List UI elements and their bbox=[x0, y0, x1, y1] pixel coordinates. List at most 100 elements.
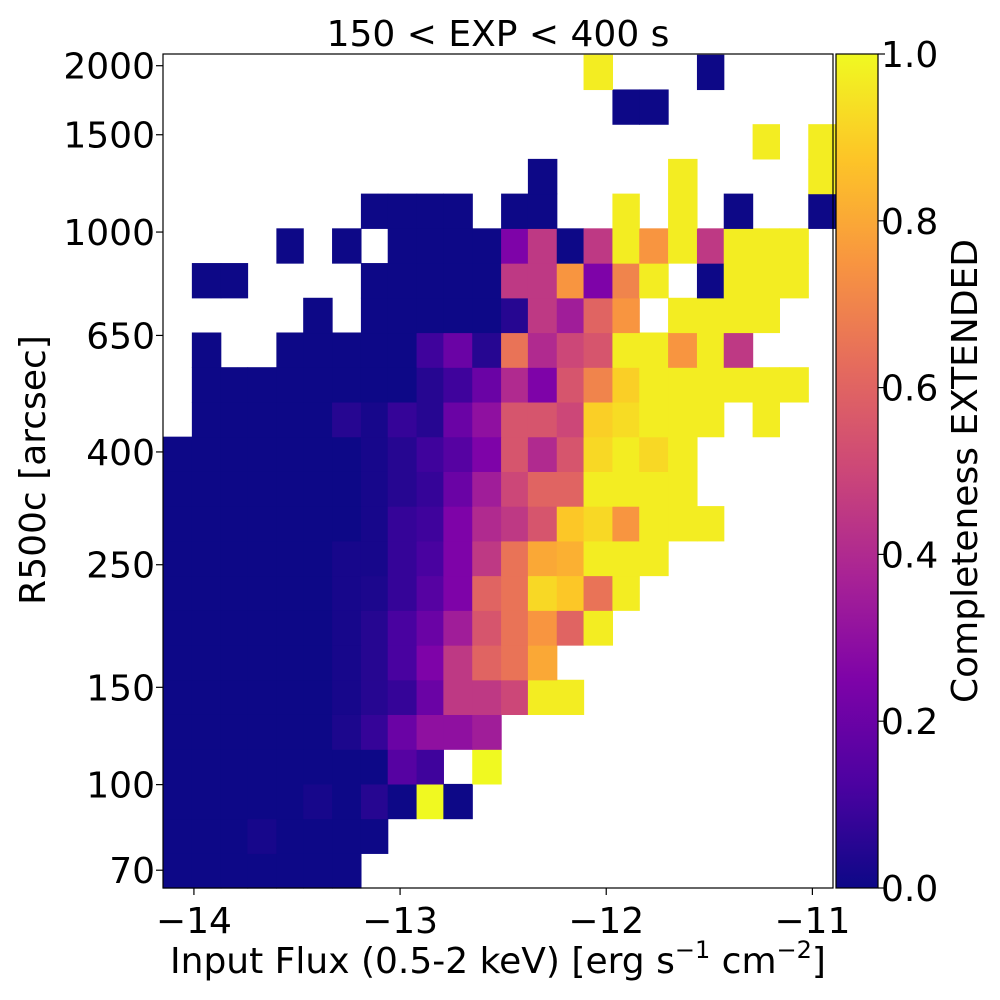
heatmap-cell bbox=[416, 228, 444, 264]
heatmap-cell bbox=[247, 540, 277, 577]
heatmap-cell bbox=[723, 297, 754, 334]
heatmap-cell bbox=[501, 610, 529, 646]
heatmap-cell bbox=[443, 263, 473, 299]
heatmap-cell bbox=[303, 645, 333, 681]
heatmap-cell bbox=[696, 367, 725, 403]
heatmap-cell bbox=[191, 818, 222, 854]
heatmap-cell bbox=[527, 263, 558, 299]
heatmap-cell bbox=[191, 645, 222, 681]
heatmap-cell bbox=[220, 401, 249, 438]
heatmap-cell bbox=[556, 228, 585, 264]
heatmap-cell bbox=[443, 401, 473, 438]
heatmap-cell bbox=[696, 228, 725, 264]
heatmap-cell bbox=[472, 228, 502, 264]
heatmap-cell bbox=[220, 749, 249, 785]
heatmap-cell bbox=[360, 367, 389, 403]
heatmap-cell bbox=[472, 610, 502, 646]
heatmap-cell bbox=[527, 436, 558, 472]
heatmap-cell bbox=[443, 783, 473, 820]
heatmap-cell bbox=[360, 575, 389, 611]
x-axis-label-main: Input Flux (0.5-2 keV) [erg s bbox=[170, 941, 675, 982]
heatmap-cell bbox=[416, 645, 444, 681]
heatmap-cell bbox=[247, 853, 277, 889]
heatmap-cell bbox=[752, 124, 780, 160]
x-axis-label: Input Flux (0.5-2 keV) [erg s−1 cm−2] bbox=[170, 936, 826, 982]
heatmap-cell bbox=[556, 610, 585, 646]
heatmap-cell bbox=[668, 436, 698, 472]
heatmap-cell bbox=[752, 263, 780, 299]
heatmap-cell bbox=[501, 367, 529, 403]
x-axis-label-sup1: −1 bbox=[675, 936, 710, 964]
plot-frame bbox=[162, 53, 834, 889]
heatmap-cell bbox=[276, 679, 304, 715]
heatmap-cell bbox=[276, 401, 304, 438]
heatmap-cell bbox=[583, 263, 614, 299]
heatmap-cell bbox=[501, 575, 529, 611]
heatmap-cell bbox=[668, 228, 698, 264]
heatmap-cell bbox=[220, 714, 249, 750]
x-axis-label-end: ] bbox=[812, 941, 826, 982]
colorbar-tick-label: 0.8 bbox=[881, 202, 938, 243]
heatmap-cell bbox=[527, 158, 558, 195]
heatmap-cell bbox=[696, 54, 725, 91]
heatmap-cell bbox=[583, 332, 614, 368]
heatmap-cell bbox=[501, 679, 529, 715]
heatmap-cell bbox=[583, 54, 614, 91]
y-axis-label: R500c [arcsec] bbox=[13, 335, 54, 605]
heatmap-cell bbox=[387, 263, 418, 299]
heatmap-cell bbox=[472, 540, 502, 577]
heatmap-cell bbox=[639, 89, 669, 125]
heatmap-cell bbox=[612, 401, 640, 438]
heatmap-cell bbox=[583, 228, 614, 264]
heatmap-cell bbox=[360, 645, 389, 681]
heatmap-cell bbox=[556, 679, 585, 715]
heatmap-cell bbox=[501, 645, 529, 681]
heatmap-cell bbox=[696, 332, 725, 368]
colorbar-tick-label: 0.4 bbox=[881, 535, 938, 576]
heatmap-cell bbox=[332, 679, 362, 715]
heatmap-cell bbox=[276, 228, 304, 264]
heatmap-cell bbox=[247, 471, 277, 507]
heatmap-cell bbox=[527, 401, 558, 438]
heatmap-cell bbox=[527, 575, 558, 611]
heatmap-cell bbox=[443, 297, 473, 334]
heatmap-cell bbox=[416, 263, 444, 299]
heatmap-cell bbox=[220, 783, 249, 820]
heatmap-cell bbox=[583, 610, 614, 646]
heatmap-cell bbox=[501, 471, 529, 507]
heatmap-cell bbox=[668, 471, 698, 507]
heatmap-cell bbox=[191, 506, 222, 542]
heatmap-cell bbox=[443, 436, 473, 472]
heatmap-cell bbox=[472, 645, 502, 681]
heatmap-cell bbox=[639, 540, 669, 577]
heatmap-cell bbox=[443, 575, 473, 611]
heatmap-cell bbox=[527, 228, 558, 264]
heatmap-cell bbox=[501, 332, 529, 368]
heatmap-cell bbox=[163, 540, 193, 577]
heatmap-cell bbox=[276, 471, 304, 507]
heatmap-cell bbox=[639, 401, 669, 438]
heatmap-cell bbox=[220, 471, 249, 507]
heatmap-cell bbox=[639, 367, 669, 403]
heatmap-cell bbox=[332, 332, 362, 368]
heatmap-cell bbox=[416, 540, 444, 577]
heatmap-cell bbox=[443, 610, 473, 646]
colorbar-axis: 0.0 0.2 0.4 0.6 0.8 1.0 bbox=[878, 35, 938, 910]
heatmap-cell bbox=[220, 367, 249, 403]
heatmap-cell bbox=[696, 297, 725, 334]
heatmap-cell bbox=[332, 853, 362, 889]
heatmap-cell bbox=[220, 436, 249, 472]
heatmap-cell bbox=[387, 367, 418, 403]
heatmap-cell bbox=[220, 263, 249, 299]
heatmap-cell bbox=[247, 818, 277, 854]
heatmap-cell bbox=[387, 575, 418, 611]
heatmap-cell bbox=[416, 749, 444, 785]
heatmap-cell bbox=[163, 471, 193, 507]
heatmap-cell bbox=[360, 506, 389, 542]
heatmap-cell bbox=[472, 575, 502, 611]
heatmap-cell bbox=[332, 471, 362, 507]
heatmap-cell bbox=[303, 471, 333, 507]
heatmap-cell bbox=[527, 471, 558, 507]
heatmap-cell bbox=[163, 783, 193, 820]
